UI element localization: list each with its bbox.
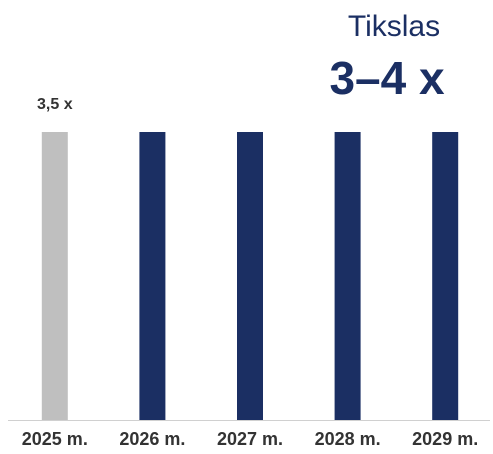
bar xyxy=(432,132,459,420)
target-caption: Tikslas xyxy=(348,10,440,43)
value-label: 3,5 x xyxy=(37,96,73,113)
x-tick-label: 2027 m. xyxy=(217,429,283,449)
bar xyxy=(139,132,166,420)
x-tick-label: 2028 m. xyxy=(315,429,381,449)
bar xyxy=(41,132,68,420)
x-tick-label: 2029 m. xyxy=(412,429,478,449)
x-tick-label: 2026 m. xyxy=(119,429,185,449)
target-value: 3–4 x xyxy=(329,52,445,104)
bar xyxy=(334,132,361,420)
x-tick-label: 2025 m. xyxy=(22,429,88,449)
bar xyxy=(237,132,263,420)
